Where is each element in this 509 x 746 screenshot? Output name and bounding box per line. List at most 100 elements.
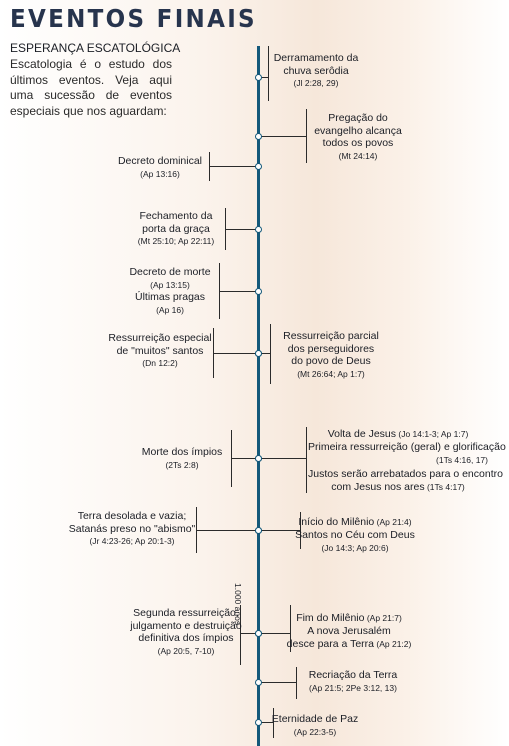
event-reference: (2Ts 2:8) [165,459,199,470]
event-reference: (1Ts 4:17) [424,481,465,492]
event-bracket [268,46,269,101]
event-connector [258,682,296,683]
intro-text: Escatologia é o estudo dos últimos event… [10,57,172,118]
event-reference: (Ap 21:2) [374,639,412,650]
event-reference: (Mt 24:14) [338,150,378,161]
event-connector [258,633,290,634]
event-marker [254,287,262,295]
event-reference: (Jr 4:23-26; Ap 20:1-3) [89,536,175,546]
event-row: Fim do Milênio (Ap 21:7) [287,612,412,625]
event-row: Justos serão arrebatados para o encontro [308,468,503,481]
event-reference: (Jo 14:3; Ap 20:6) [321,543,389,554]
timeline-axis [256,46,260,746]
event-text: desce para a Terra [286,638,375,651]
event-text: Decreto de morte [129,266,211,278]
event-marker [254,629,262,637]
event-reference: (Jo 14:1-3; Ap 1:7) [396,429,469,439]
event-reference: (Ap 13:16) [140,168,180,179]
event-text: evangelho alcança [314,124,402,137]
event-marker [254,454,262,462]
event-label: Fechamento da porta da graça (Mt 25:10; Ap… [138,210,214,248]
event-reference: (Ap 22:3-5) [293,726,337,737]
event-label: Morte dos ímpios (2Ts 2:8) [142,446,223,471]
event-reference: (Jl 2:28, 29) [293,78,339,88]
event-connector [258,353,270,354]
event-label: Terra desolada e vazia; Satanás preso no … [69,510,196,548]
event-marker [254,73,262,81]
event-connector [258,136,306,137]
event-text: Fechamento da [139,210,213,222]
event-reference: (Ap 20:5, 7-10) [157,645,215,656]
event-text: Fim do Milênio [296,612,365,624]
event-row: Início do Milênio (Ap 21:4) [295,516,415,529]
event-label: Volta de Jesus (Jo 14:1-3; Ap 1:7) Primei… [308,428,506,494]
event-label: Pregação do evangelho alcança todos os pov… [314,112,402,162]
event-connector [258,458,306,459]
event-connector [209,166,258,167]
event-marker [254,225,262,233]
event-text: julgamento e destruição [130,619,242,632]
event-connector [213,353,258,354]
event-connector [219,291,258,292]
event-connector [240,633,258,634]
event-label: Segunda ressurreição, julgamento e destru… [130,607,242,657]
event-reference: (Mt 26:64; Ap 1:7) [297,368,365,379]
event-label: Decreto dominical (Ap 13:16) [118,155,202,180]
event-connector [258,530,300,531]
event-text: Primeira ressurreição (geral) e glorific… [308,441,506,454]
event-row: (Jo 14:3; Ap 20:6) [295,542,415,555]
event-text: Terra desolada e vazia; [77,510,187,522]
event-bracket [296,667,297,699]
event-text: Morte dos ímpios [141,446,223,458]
event-text: Eternidade de Paz [271,713,359,725]
event-text: Últimas pragas [134,291,206,303]
subtitle: ESPERANÇA ESCATOLÓGICA [10,41,181,55]
event-label: Recriação da Terra (Ap 21:5; 2Pe 3:12, 13… [309,669,398,694]
event-text: todos os povos [322,137,394,149]
event-bracket [306,427,307,493]
event-text: Ressurreição parcial [283,330,379,342]
event-reference: (Ap 21:5; 2Pe 3:12, 13) [309,682,397,693]
event-connector [258,77,268,78]
event-row: (1Ts 4:16, 17) [308,454,488,467]
event-row: Primeira ressurreição (geral) e glorific… [308,441,506,454]
event-text: Justos serão arrebatados para o encontro [308,467,503,480]
event-reference: (Mt 25:10; Ap 22:11) [137,236,215,246]
event-label: Decreto de morte (Ap 13:15) Últimas pragas… [129,266,210,316]
event-text: Início do Milênio [298,516,375,528]
event-text: Segunda ressurreição, [133,607,239,619]
event-text: Santos no Céu com Deus [295,529,415,542]
event-text: Recriação da Terra [308,669,398,681]
event-text: A nova Jerusalém [307,625,391,638]
event-text: Satanás preso no "abismo" [68,522,196,535]
event-text: do povo de Deus [291,355,371,367]
event-marker [254,718,262,726]
event-label: Início do Milênio (Ap 21:4) Santos no Céu… [295,516,415,556]
event-bracket [300,512,301,549]
event-connector [196,530,258,531]
event-bracket [290,605,291,652]
event-row: A nova Jerusalém [287,625,412,638]
event-marker [254,132,262,140]
event-label: Fim do Milênio (Ap 21:7) A nova Jerusalém… [287,612,412,652]
page-title: EVENTOS FINAIS [10,4,257,33]
event-text: Volta de Jesus [327,428,396,440]
event-marker [254,162,262,170]
event-text: dos perseguidores [287,342,375,355]
event-text: porta da graça [142,222,210,235]
event-row: Volta de Jesus (Jo 14:1-3; Ap 1:7) [308,428,488,441]
event-bracket [273,708,274,738]
event-bracket [240,605,241,665]
event-text: Ressurreição especial [108,332,212,344]
event-label: Derramamento da chuva serôdia (Jl 2:28, 29… [274,52,359,90]
event-label: Ressurreição parcial dos perseguidores do … [283,330,379,380]
event-text: Pregação do [328,112,388,124]
event-text: definitiva dos ímpios [138,632,234,644]
event-text: de "muitos" santos [116,344,204,357]
event-connector [258,722,273,723]
event-marker [254,349,262,357]
event-reference: (Dn 12:2) [142,358,178,368]
event-reference: (1Ts 4:16, 17) [436,455,488,466]
event-row: com Jesus nos ares (1Ts 4:17) [308,481,488,494]
event-marker [254,678,262,686]
